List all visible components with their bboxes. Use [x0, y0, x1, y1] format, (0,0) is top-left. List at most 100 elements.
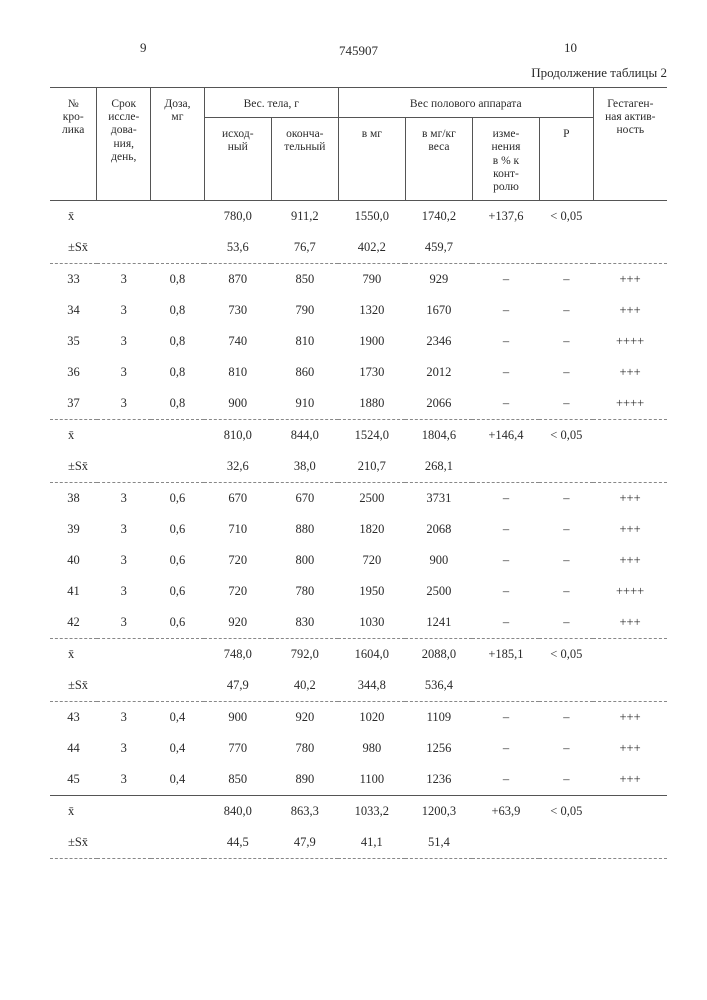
table-continuation: Продолжение таблицы 2 — [50, 65, 667, 81]
data-cell: 730 — [204, 295, 271, 326]
col-change: изме-ненияв % кконт-ролю — [472, 118, 539, 201]
stat-cell — [539, 451, 593, 483]
data-cell: 0,6 — [151, 514, 205, 545]
data-cell: +++ — [593, 702, 667, 734]
stat-cell: < 0,05 — [539, 201, 593, 233]
stat-cell — [593, 451, 667, 483]
stat-cell: 32,6 — [204, 451, 271, 483]
stat-cell: < 0,05 — [539, 420, 593, 452]
stat-label: ±Sx̄ — [50, 670, 204, 702]
stat-cell: 840,0 — [204, 796, 271, 828]
data-cell: 770 — [204, 733, 271, 764]
data-cell: 37 — [50, 388, 97, 420]
data-cell: – — [539, 545, 593, 576]
stat-cell — [593, 670, 667, 702]
data-cell: 2500 — [405, 576, 472, 607]
data-cell: – — [539, 483, 593, 515]
stat-cell: 1740,2 — [405, 201, 472, 233]
data-cell: 880 — [271, 514, 338, 545]
data-cell: 3 — [97, 357, 151, 388]
stat-label: x̄ — [50, 201, 204, 233]
stat-cell: 402,2 — [338, 232, 405, 264]
data-cell: 2066 — [405, 388, 472, 420]
data-cell: 33 — [50, 264, 97, 296]
stat-cell: 792,0 — [271, 639, 338, 671]
stat-cell — [472, 232, 539, 264]
data-cell: ++++ — [593, 576, 667, 607]
data-cell: 790 — [338, 264, 405, 296]
data-cell: 780 — [271, 576, 338, 607]
colgroup-bodyweight: Вес. тела, г — [204, 88, 338, 118]
data-cell: 720 — [204, 576, 271, 607]
data-cell: 910 — [271, 388, 338, 420]
data-cell: 710 — [204, 514, 271, 545]
stat-cell — [593, 639, 667, 671]
data-cell: 42 — [50, 607, 97, 639]
data-cell: 1820 — [338, 514, 405, 545]
data-cell: 1109 — [405, 702, 472, 734]
data-cell: 830 — [271, 607, 338, 639]
data-cell: 0,8 — [151, 295, 205, 326]
data-cell: 929 — [405, 264, 472, 296]
data-cell: – — [539, 357, 593, 388]
data-cell: +++ — [593, 357, 667, 388]
col-final: оконча-тельный — [271, 118, 338, 201]
stat-cell: 536,4 — [405, 670, 472, 702]
stat-cell — [593, 827, 667, 859]
data-cell: – — [472, 295, 539, 326]
data-cell: 1256 — [405, 733, 472, 764]
data-cell: – — [472, 545, 539, 576]
stat-cell — [539, 827, 593, 859]
stat-cell — [472, 670, 539, 702]
data-cell: 0,8 — [151, 357, 205, 388]
data-cell: 900 — [405, 545, 472, 576]
data-cell: 720 — [204, 545, 271, 576]
data-cell: 670 — [271, 483, 338, 515]
data-cell: – — [472, 357, 539, 388]
stat-cell: +137,6 — [472, 201, 539, 233]
data-cell: 0,4 — [151, 733, 205, 764]
colgroup-genital: Вес полового аппарата — [338, 88, 593, 118]
data-cell: 1670 — [405, 295, 472, 326]
data-cell: 0,4 — [151, 764, 205, 796]
stat-cell: 911,2 — [271, 201, 338, 233]
data-cell: – — [539, 514, 593, 545]
data-cell: 2346 — [405, 326, 472, 357]
data-cell: 900 — [204, 702, 271, 734]
data-cell: 39 — [50, 514, 97, 545]
data-cell: 740 — [204, 326, 271, 357]
stat-cell: < 0,05 — [539, 796, 593, 828]
data-cell: 810 — [204, 357, 271, 388]
col-rabbit-no: №кро-лика — [50, 88, 97, 201]
data-cell: 3 — [97, 326, 151, 357]
data-cell: 2012 — [405, 357, 472, 388]
data-cell: 0,4 — [151, 702, 205, 734]
data-cell: – — [472, 264, 539, 296]
data-cell: 1730 — [338, 357, 405, 388]
data-cell: – — [539, 264, 593, 296]
data-cell: – — [472, 483, 539, 515]
data-cell: ++++ — [593, 388, 667, 420]
data-cell: +++ — [593, 514, 667, 545]
data-cell: – — [472, 326, 539, 357]
data-cell: 3 — [97, 483, 151, 515]
data-cell: 3 — [97, 576, 151, 607]
data-cell: 920 — [204, 607, 271, 639]
data-cell: 0,8 — [151, 388, 205, 420]
data-cell: 1900 — [338, 326, 405, 357]
data-cell: 3 — [97, 607, 151, 639]
data-cell: 1100 — [338, 764, 405, 796]
stat-cell: 2088,0 — [405, 639, 472, 671]
stat-cell: 210,7 — [338, 451, 405, 483]
data-cell: – — [539, 388, 593, 420]
data-cell: – — [472, 764, 539, 796]
data-cell: 0,6 — [151, 545, 205, 576]
data-cell: – — [539, 764, 593, 796]
data-cell: – — [539, 702, 593, 734]
stat-cell: 844,0 — [271, 420, 338, 452]
data-cell: – — [539, 576, 593, 607]
stat-cell: 810,0 — [204, 420, 271, 452]
data-cell: 900 — [204, 388, 271, 420]
data-cell: – — [539, 326, 593, 357]
data-cell: 780 — [271, 733, 338, 764]
